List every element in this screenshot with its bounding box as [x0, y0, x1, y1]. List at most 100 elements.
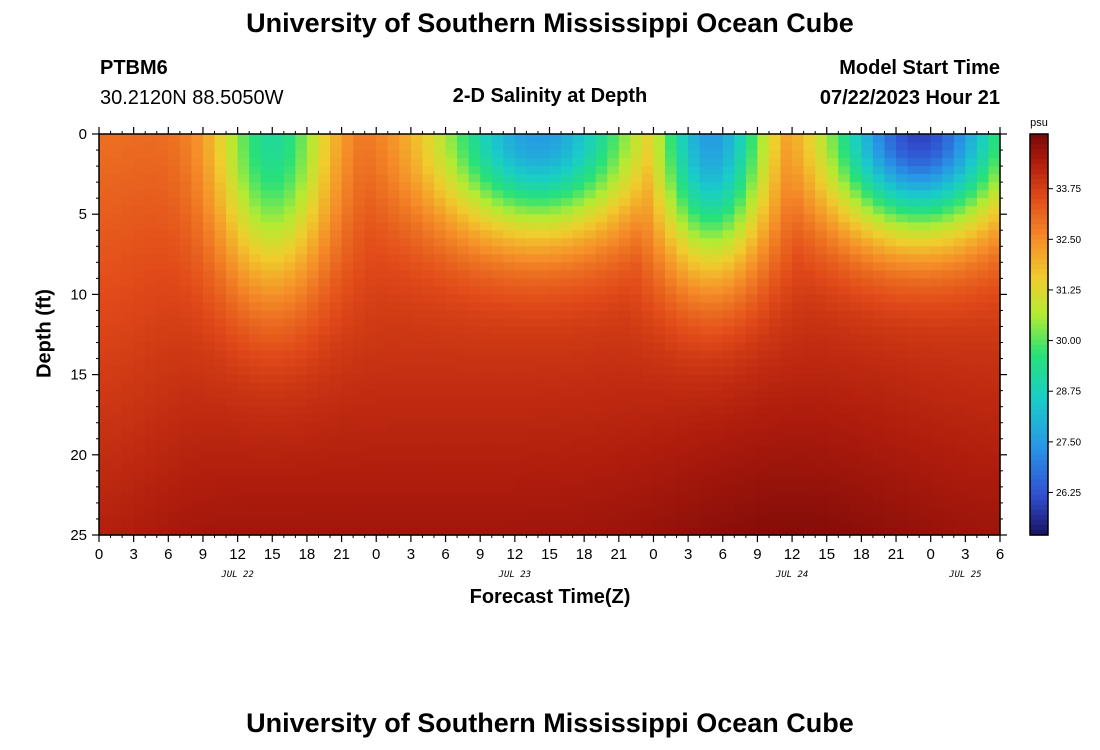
heatmap-cell — [745, 526, 759, 536]
heatmap-cell — [896, 326, 909, 336]
heatmap-cell — [572, 310, 585, 320]
heatmap-cell — [584, 214, 597, 223]
heatmap-cell — [318, 286, 331, 295]
heatmap-cell — [376, 486, 389, 496]
heatmap-cell — [942, 374, 955, 384]
heatmap-cell — [665, 270, 678, 279]
heatmap-cell — [803, 142, 816, 151]
heatmap-cell — [745, 518, 759, 528]
heatmap-cell — [768, 398, 782, 408]
heatmap-cell — [202, 206, 216, 215]
heatmap-cell — [815, 278, 828, 287]
heatmap-cell — [849, 406, 862, 416]
heatmap-cell — [803, 198, 816, 207]
heatmap-cell — [815, 286, 828, 295]
heatmap-cell — [861, 182, 874, 191]
heatmap-cell — [942, 446, 955, 456]
heatmap-cell — [110, 310, 123, 320]
heatmap-cell — [237, 206, 250, 215]
heatmap-cell — [410, 430, 424, 440]
heatmap-cell — [341, 310, 354, 320]
x-tick-label: 15 — [818, 546, 835, 563]
heatmap-cell — [722, 198, 735, 207]
heatmap-cell — [572, 198, 585, 207]
heatmap-cell — [410, 374, 424, 384]
heatmap-cell — [99, 390, 112, 400]
heatmap-cell — [306, 310, 320, 320]
heatmap-cell — [387, 334, 400, 344]
heatmap-cell — [399, 262, 412, 271]
heatmap-cell — [688, 374, 701, 384]
heatmap-cell — [526, 182, 539, 191]
colorbar-segment — [1030, 429, 1048, 436]
heatmap-cell — [930, 262, 943, 271]
heatmap-cell — [896, 462, 909, 472]
heatmap-cell — [133, 494, 146, 504]
heatmap-cell — [122, 526, 135, 536]
heatmap-cell — [99, 470, 112, 480]
heatmap-cell — [122, 206, 135, 215]
heatmap-cell — [838, 390, 851, 400]
heatmap-cell — [526, 318, 539, 328]
heatmap-cell — [145, 494, 158, 504]
heatmap-cell — [641, 470, 655, 480]
heatmap-cell — [145, 294, 158, 304]
heatmap-cell — [410, 526, 424, 536]
heatmap-cell — [815, 166, 828, 175]
colorbar-segment — [1030, 384, 1048, 391]
heatmap-cell — [942, 166, 955, 175]
heatmap-cell — [214, 214, 227, 223]
heatmap-cell — [872, 318, 886, 328]
heatmap-cell — [503, 134, 516, 143]
heatmap-cell — [306, 174, 320, 183]
heatmap-cell — [595, 470, 608, 480]
heatmap-cell — [607, 310, 620, 320]
colorbar-segment — [1030, 169, 1048, 175]
heatmap-cell — [618, 478, 631, 488]
heatmap-cell — [272, 166, 285, 175]
heatmap-cell — [226, 150, 239, 159]
heatmap-cell — [399, 270, 412, 279]
heatmap-cell — [618, 406, 631, 416]
heatmap-cell — [942, 278, 955, 287]
heatmap-cell — [595, 486, 608, 496]
heatmap-cell — [826, 510, 839, 520]
heatmap-cell — [884, 246, 897, 255]
heatmap-cell — [815, 366, 828, 376]
heatmap-cell — [283, 254, 296, 263]
heatmap-cell — [549, 526, 562, 536]
heatmap-cell — [122, 294, 135, 304]
heatmap-cell — [896, 494, 909, 504]
heatmap-cell — [618, 310, 631, 320]
heatmap-cell — [422, 182, 435, 191]
x-tick-label: 9 — [476, 546, 484, 563]
heatmap-cell — [584, 422, 597, 432]
heatmap-cell — [353, 342, 366, 352]
colorbar-tick-label: 27.50 — [1056, 437, 1081, 448]
heatmap-cell — [815, 438, 828, 448]
heatmap-cell — [884, 494, 897, 504]
heatmap-cell — [803, 302, 816, 312]
heatmap-cell — [295, 358, 308, 368]
heatmap-cell — [399, 462, 412, 472]
heatmap-cell — [976, 462, 990, 472]
heatmap-cell — [861, 518, 874, 528]
heatmap-cell — [226, 454, 239, 464]
heatmap-cell — [399, 398, 412, 408]
heatmap-cell — [965, 142, 978, 151]
heatmap-cell — [191, 430, 204, 440]
heatmap-cell — [341, 438, 354, 448]
heatmap-cell — [260, 302, 273, 312]
heatmap-cell — [457, 334, 470, 344]
heatmap-cell — [688, 198, 701, 207]
heatmap-cell — [445, 406, 458, 416]
heatmap-cell — [468, 478, 481, 488]
heatmap-cell — [226, 406, 239, 416]
heatmap-cell — [272, 150, 285, 159]
heatmap-cell — [768, 166, 782, 175]
heatmap-cell — [399, 342, 412, 352]
heatmap-cell — [722, 350, 735, 360]
heatmap-cell — [491, 342, 504, 352]
heatmap-cell — [491, 358, 504, 368]
heatmap-cell — [168, 326, 181, 336]
